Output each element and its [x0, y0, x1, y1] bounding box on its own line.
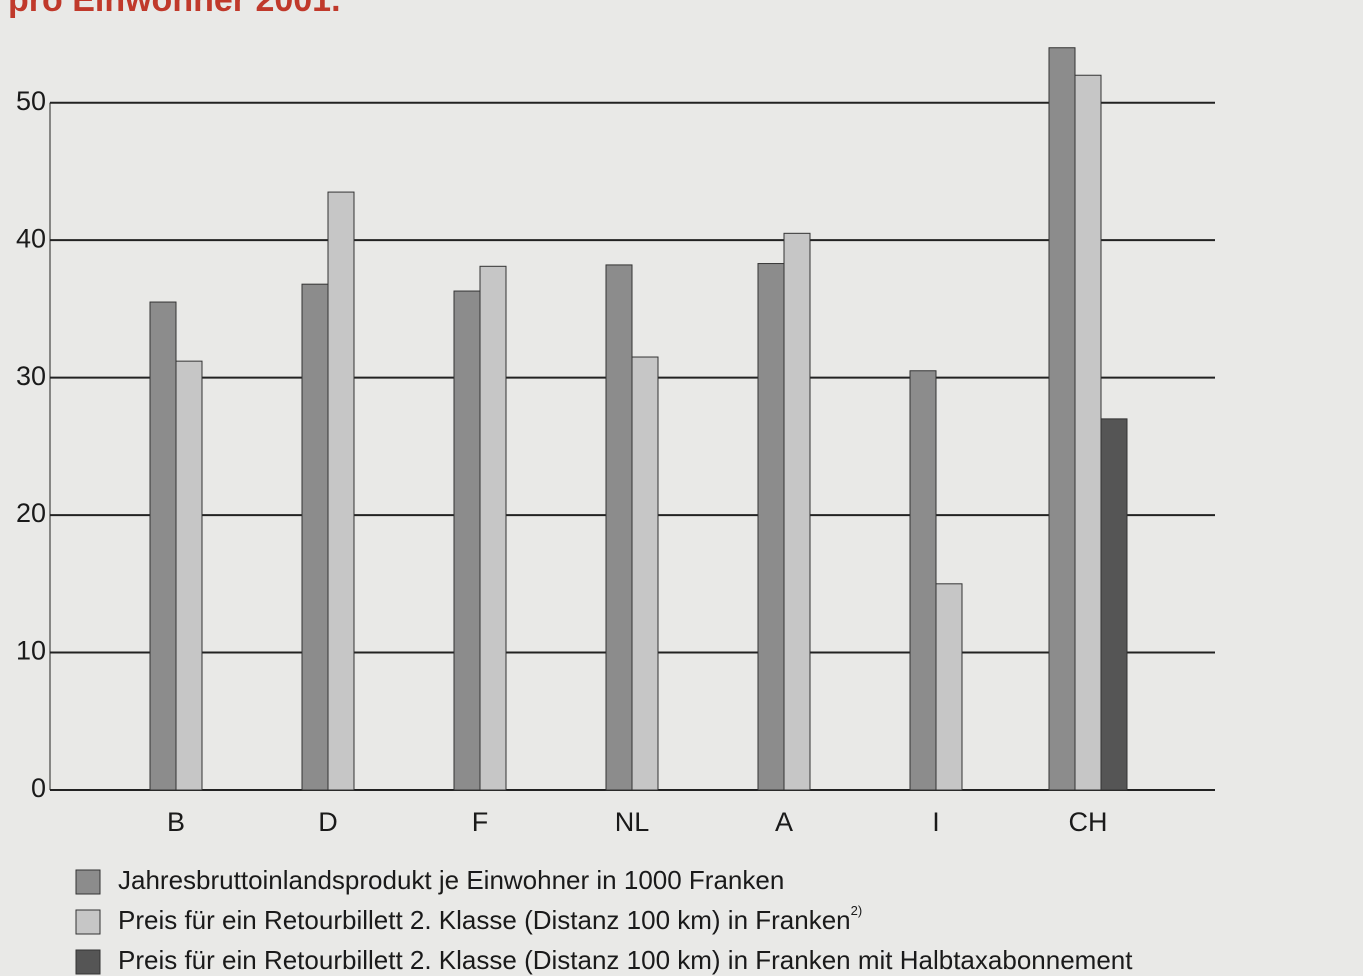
x-tick-label: I [932, 807, 940, 837]
x-tick-label: B [167, 807, 185, 837]
bar [327, 191, 355, 791]
legend-text: Preis für ein Retourbillett 2. Klasse (D… [118, 945, 1133, 975]
bar [909, 370, 937, 791]
y-tick-label: 30 [16, 361, 46, 391]
legend-swatch [75, 909, 101, 935]
legend-label: Jahresbruttoinlandsprodukt je Einwohner … [118, 865, 784, 895]
bar [757, 263, 785, 791]
bar [605, 264, 633, 791]
x-tick-label: D [318, 807, 338, 837]
bar [301, 283, 329, 791]
y-tick-label: 40 [16, 223, 46, 253]
bar [175, 360, 203, 791]
bar [935, 583, 963, 791]
y-tick-label: 20 [16, 498, 46, 528]
y-tick-label: 10 [16, 636, 46, 666]
chart-title: pro Einwohner 2001. [8, 0, 341, 19]
legend-swatch [75, 869, 101, 895]
legend-footnote: 2) [851, 903, 863, 918]
x-tick-label: A [775, 807, 793, 837]
bar [631, 356, 659, 791]
bar [783, 232, 811, 791]
legend-swatch [75, 949, 101, 975]
legend-text: Preis für ein Retourbillett 2. Klasse (D… [118, 905, 851, 935]
legend-label: Preis für ein Retourbillett 2. Klasse (D… [118, 945, 1133, 975]
bar [479, 265, 507, 791]
bar [1100, 418, 1128, 791]
y-tick-label: 0 [31, 773, 46, 803]
legend-text: Jahresbruttoinlandsprodukt je Einwohner … [118, 865, 784, 895]
x-tick-label: F [472, 807, 489, 837]
bar [453, 290, 481, 791]
bar [149, 301, 177, 791]
bar [1074, 74, 1102, 791]
bar [1048, 47, 1076, 791]
y-tick-label: 50 [16, 86, 46, 116]
legend-label: Preis für ein Retourbillett 2. Klasse (D… [118, 903, 862, 934]
x-tick-label: NL [615, 807, 650, 837]
x-tick-label: CH [1069, 807, 1108, 837]
